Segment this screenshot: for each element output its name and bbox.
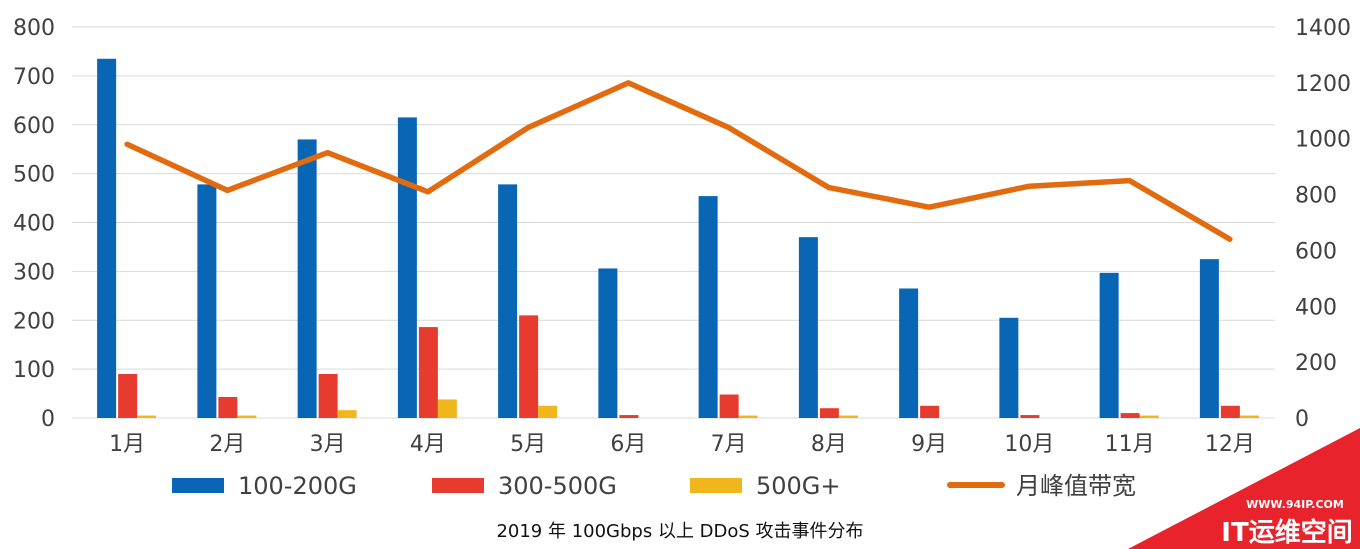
right-tick-label: 1200 [1295,72,1351,97]
x-tick-label: 7月 [711,432,747,457]
watermark: WWW.94IP.COM IT运维空间 [1128,428,1360,549]
left-tick-label: 600 [13,114,55,139]
bar-100-200g-8 [798,237,818,418]
right-axis: 0 200 400 600 800 1000 1200 1400 [1295,16,1351,432]
bar-300-500g-12 [1220,405,1240,418]
legend-label: 300-500G [498,472,617,500]
x-tick-label: 9月 [911,432,947,457]
bar-300-500g-10 [1020,415,1040,418]
left-tick-label: 0 [41,407,55,432]
bar-500g--11 [1139,415,1159,418]
x-tick-label: 8月 [811,432,847,457]
bar-100-200g-9 [899,288,919,418]
x-tick-label: 6月 [610,432,646,457]
x-tick-label: 11月 [1105,432,1155,457]
bar-100-200g-7 [698,196,718,418]
left-tick-label: 200 [13,309,55,334]
x-tick-label: 4月 [410,432,446,457]
left-axis: 0 100 200 300 400 500 600 700 800 [13,16,55,432]
right-tick-label: 0 [1295,407,1309,432]
bars [97,58,1259,419]
bar-100-200g-6 [598,268,618,418]
bar-300-500g-3 [318,374,338,418]
line-series [124,80,1233,243]
gridlines [72,26,1275,419]
bar-300-500g-7 [719,394,739,418]
chart-title: 2019 年 100Gbps 以上 DDoS 攻击事件分布 [496,521,863,542]
bar-100-200g-11 [1099,272,1119,418]
right-tick-label: 600 [1295,239,1337,264]
bar-100-200g-12 [1199,259,1219,418]
x-tick-label: 10月 [1004,432,1054,457]
right-tick-label: 800 [1295,184,1337,209]
bar-500g--5 [538,405,558,418]
bar-300-500g-6 [619,415,639,418]
legend-swatch [690,478,742,493]
left-tick-label: 500 [13,163,55,188]
bar-300-500g-2 [218,396,238,418]
left-tick-label: 100 [13,358,55,383]
bar-500g--12 [1239,415,1259,418]
legend: 100-200G 300-500G 500G+ 月峰值带宽 [172,472,1136,500]
legend-swatch [432,478,484,493]
left-tick-label: 700 [13,65,55,90]
x-tick-label: 5月 [510,432,546,457]
x-axis: 1月 2月 3月 4月 5月 6月 7月 8月 9月 10月 11月 12月 [109,432,1255,457]
bar-500g--4 [437,399,457,418]
x-tick-label: 3月 [310,432,346,457]
x-tick-label: 2月 [209,432,245,457]
x-tick-label: 12月 [1205,432,1255,457]
watermark-ribbon [1128,428,1360,549]
right-tick-label: 1000 [1295,128,1351,153]
left-tick-label: 400 [13,212,55,237]
bar-100-200g-1 [97,58,117,419]
bar-100-200g-5 [498,184,518,418]
bar-300-500g-8 [819,408,839,418]
legend-swatch [172,478,224,493]
left-tick-label: 300 [13,260,55,285]
watermark-url: WWW.94IP.COM [1246,498,1344,511]
bar-100-200g-3 [297,139,317,418]
legend-label: 500G+ [756,472,841,500]
right-tick-label: 1400 [1295,16,1351,41]
bar-500g--1 [137,415,157,418]
legend-label: 月峰值带宽 [1016,472,1136,500]
bar-300-500g-5 [519,315,539,418]
bar-500g--3 [337,410,357,418]
bar-300-500g-4 [418,327,438,418]
bar-500g--7 [738,415,758,418]
bar-100-200g-10 [999,317,1019,418]
bar-100-200g-4 [397,117,417,418]
x-tick-label: 1月 [109,432,145,457]
bar-100-200g-2 [197,184,217,418]
right-tick-label: 400 [1295,295,1337,320]
bar-300-500g-1 [118,374,138,418]
bar-300-500g-9 [920,405,940,418]
left-tick-label: 800 [13,16,55,41]
peak-bandwidth-line [124,80,1233,243]
watermark-name: IT运维空间 [1221,517,1352,548]
right-tick-label: 200 [1295,351,1337,376]
bar-500g--2 [237,415,257,418]
legend-label: 100-200G [238,472,357,500]
bar-300-500g-11 [1120,413,1140,418]
bar-500g--8 [838,415,858,418]
